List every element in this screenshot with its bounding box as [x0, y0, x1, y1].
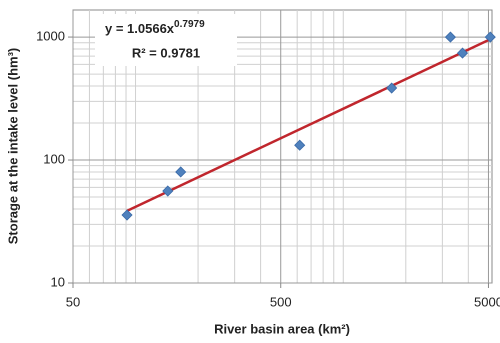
equation-base: y = 1.0566x — [105, 21, 175, 36]
data-point — [294, 139, 306, 151]
x-tick-label: 50 — [66, 294, 80, 309]
data-point — [444, 31, 456, 43]
equation-exponent: 0.7979 — [174, 19, 205, 30]
data-point — [386, 82, 398, 94]
y-tick-label: 1000 — [36, 29, 65, 44]
r-squared: R² = 0.9781 — [132, 45, 200, 60]
y-tick-label: 10 — [51, 274, 65, 289]
data-point — [456, 47, 469, 59]
x-axis-label: River basin area (km²) — [214, 321, 350, 336]
trendline — [126, 38, 491, 212]
y-axis-label: Storage at the intake level (hm³) — [5, 48, 20, 245]
data-point — [484, 31, 496, 43]
equation-box — [95, 14, 237, 66]
y-tick-label: 100 — [43, 151, 65, 166]
data-point — [162, 185, 174, 197]
x-tick-label: 5000 — [474, 294, 500, 309]
x-tick-label: 500 — [270, 294, 292, 309]
data-point — [121, 209, 133, 221]
data-point — [175, 166, 187, 178]
equation: y = 1.0566x0.7979 — [105, 19, 205, 37]
